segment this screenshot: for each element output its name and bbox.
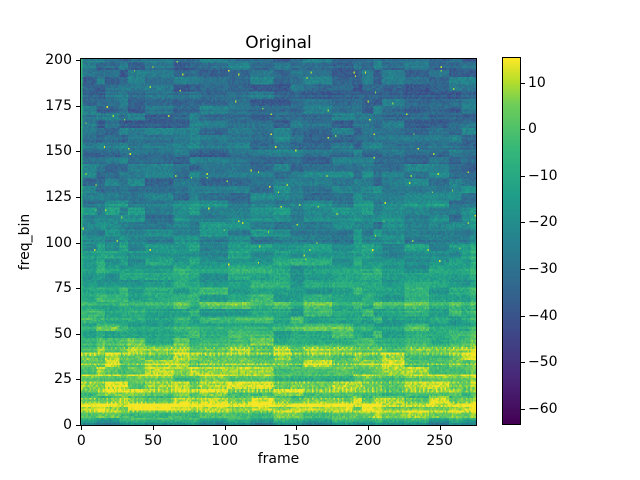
y-tick-label: 75	[54, 280, 72, 297]
y-tick-mark	[76, 242, 80, 244]
colorbar-tick-mark	[521, 82, 525, 84]
colorbar-tick-mark	[521, 268, 525, 270]
x-tick-mark	[224, 426, 226, 430]
x-tick-label: 250	[426, 433, 454, 449]
spectrogram-heatmap-canvas	[81, 59, 476, 425]
x-tick-label: 0	[76, 433, 86, 449]
colorbar-tick-mark	[521, 408, 525, 410]
y-tick-mark	[76, 288, 80, 290]
y-tick-mark	[76, 59, 80, 61]
x-tick-label: 150	[283, 433, 310, 449]
x-tick-mark	[81, 426, 83, 430]
x-tick-label: 200	[354, 433, 382, 449]
colorbar-tick-mark	[521, 175, 525, 177]
colorbar-gradient-canvas	[503, 58, 520, 424]
x-tick-mark	[296, 426, 298, 430]
chart-title: Original	[245, 33, 312, 53]
colorbar-tick-label: −60	[528, 400, 558, 417]
y-tick-label: 25	[54, 371, 72, 388]
colorbar-tick-label: −20	[528, 214, 558, 231]
y-tick-label: 125	[45, 188, 72, 205]
y-tick-mark	[76, 151, 80, 153]
colorbar-tick-mark	[521, 362, 525, 364]
y-tick-mark	[76, 379, 80, 381]
colorbar-tick-mark	[521, 222, 525, 224]
x-tick-mark	[439, 426, 441, 430]
y-tick-mark	[76, 425, 80, 427]
y-tick-label: 100	[45, 234, 72, 251]
x-tick-mark	[153, 426, 155, 430]
y-tick-label: 175	[45, 97, 72, 114]
y-axis-label: freq_bin	[17, 213, 33, 271]
colorbar-tick-label: 10	[528, 74, 546, 91]
x-tick-label: 100	[211, 433, 239, 449]
y-tick-mark	[76, 105, 80, 107]
x-tick-mark	[368, 426, 370, 430]
y-tick-label: 150	[45, 143, 72, 160]
y-tick-mark	[76, 196, 80, 198]
x-tick-label: 50	[144, 433, 163, 449]
colorbar-tick-label: −50	[528, 354, 558, 371]
colorbar-tick-mark	[521, 129, 525, 131]
y-tick-label: 0	[63, 417, 72, 434]
colorbar-tick-label: 0	[528, 121, 537, 138]
colorbar-tick-label: −40	[528, 307, 558, 324]
colorbar-tick-label: −30	[528, 260, 558, 277]
colorbar	[502, 57, 521, 425]
y-tick-mark	[76, 333, 80, 335]
x-axis-label: frame	[257, 451, 300, 467]
plot-area	[80, 58, 477, 426]
colorbar-tick-label: −10	[528, 167, 558, 184]
y-tick-label: 200	[45, 51, 72, 68]
y-tick-label: 50	[54, 325, 72, 342]
colorbar-tick-mark	[521, 315, 525, 317]
